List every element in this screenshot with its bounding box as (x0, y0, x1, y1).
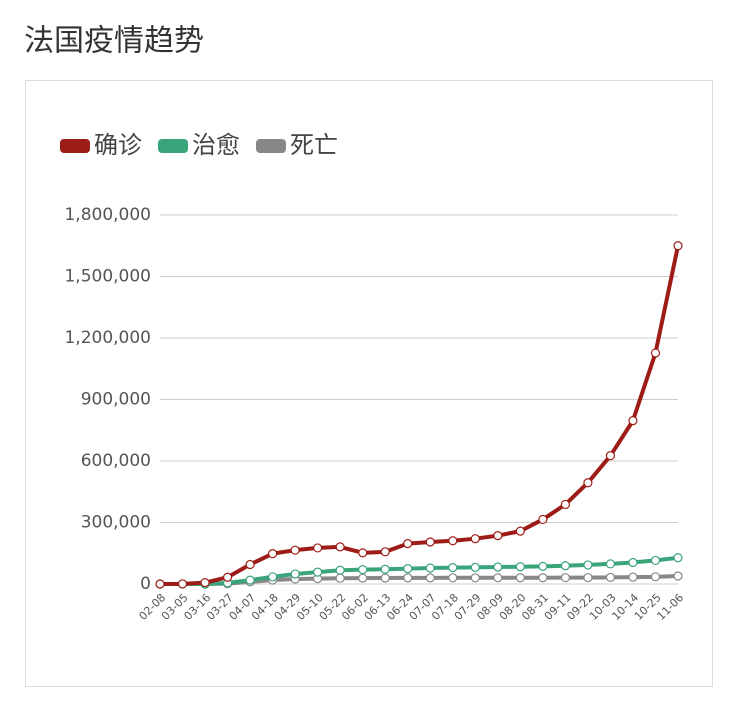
data-point (470, 562, 480, 572)
data-point (538, 573, 548, 583)
data-point (335, 542, 345, 552)
legend-label: 治愈 (192, 131, 240, 159)
data-point (560, 561, 570, 571)
data-point (268, 572, 278, 582)
data-point (200, 578, 210, 588)
y-tick-label: 900,000 (81, 390, 151, 410)
data-point (650, 348, 661, 358)
data-point (650, 555, 661, 566)
data-point (313, 543, 323, 553)
data-point (425, 563, 435, 573)
data-point (177, 579, 188, 589)
series-line (159, 245, 680, 586)
y-tick-label: 600,000 (81, 451, 151, 471)
legend-swatch (256, 139, 286, 153)
data-point (335, 573, 345, 583)
data-point (628, 572, 638, 582)
data-point (380, 547, 390, 557)
data-point (358, 548, 368, 558)
data-point (560, 573, 570, 583)
legend-label: 死亡 (290, 131, 338, 159)
data-point (425, 573, 435, 583)
data-point (448, 536, 458, 546)
data-point (493, 573, 503, 583)
data-point (448, 562, 458, 573)
data-point (673, 553, 683, 563)
data-point (493, 531, 503, 541)
data-point (628, 557, 638, 568)
data-point (222, 572, 233, 582)
data-point (470, 573, 480, 583)
data-point (358, 573, 368, 583)
legend-swatch (60, 139, 90, 153)
data-point (403, 573, 413, 583)
data-point (425, 537, 435, 547)
data-point (515, 573, 525, 583)
chart-frame (25, 80, 713, 687)
y-tick-label: 1,800,000 (64, 205, 151, 225)
data-point (313, 567, 323, 577)
data-point (358, 565, 368, 575)
data-point (583, 560, 593, 570)
data-point (403, 564, 413, 574)
data-point (605, 559, 616, 569)
data-point (335, 565, 345, 575)
data-point (583, 478, 593, 488)
data-point (470, 534, 480, 544)
data-point (380, 573, 390, 583)
chart-title: 法国疫情趋势 (24, 24, 204, 59)
data-point (538, 514, 548, 525)
data-point (515, 526, 525, 536)
data-point (650, 572, 661, 582)
data-point (448, 573, 458, 583)
data-point (245, 575, 255, 585)
data-point (605, 572, 616, 582)
legend-swatch (158, 139, 188, 153)
y-tick-label: 0 (140, 574, 151, 594)
y-tick-label: 1,200,000 (64, 328, 151, 348)
data-point (268, 549, 278, 559)
data-point (673, 571, 683, 581)
data-point (403, 539, 413, 549)
legend-label: 确诊 (94, 131, 142, 159)
data-point (290, 569, 300, 579)
data-point (605, 451, 616, 461)
data-point (560, 499, 570, 510)
data-point (628, 416, 638, 426)
data-point (380, 564, 390, 574)
y-tick-label: 1,500,000 (64, 267, 151, 287)
data-point (673, 241, 683, 251)
data-point (583, 572, 593, 583)
data-point (493, 562, 503, 572)
data-point (245, 559, 255, 570)
data-point (290, 545, 300, 555)
data-point (515, 562, 525, 572)
data-point (538, 561, 548, 571)
data-point (155, 579, 165, 589)
y-tick-label: 300,000 (81, 513, 151, 533)
